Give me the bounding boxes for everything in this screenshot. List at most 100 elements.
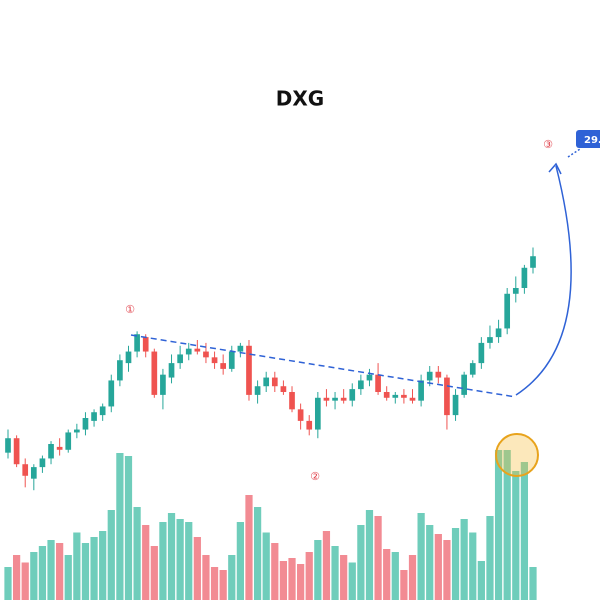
candle-body xyxy=(246,345,252,395)
candle-body xyxy=(220,363,227,369)
volume-bar xyxy=(81,543,90,600)
candle-body xyxy=(358,380,364,390)
volume-bar xyxy=(374,516,382,600)
volume-bar xyxy=(520,462,529,600)
candle-body xyxy=(418,380,424,401)
volume-bar xyxy=(400,570,408,600)
volume-bar xyxy=(185,522,193,600)
volume-bar xyxy=(90,537,98,600)
candle-body xyxy=(521,267,528,288)
volume-bar xyxy=(47,540,55,600)
candle-body xyxy=(254,386,261,395)
volume-bar xyxy=(21,562,29,600)
candle-body xyxy=(297,409,304,421)
volume-bar xyxy=(150,546,158,600)
volume-bar xyxy=(391,552,399,600)
volume-bar xyxy=(460,519,468,600)
volume-bar xyxy=(142,525,150,600)
projection-arc xyxy=(515,165,572,396)
volume-bar xyxy=(503,450,511,600)
volume-bar xyxy=(219,570,227,600)
volume-bar xyxy=(340,555,348,600)
volume-bar xyxy=(73,532,81,600)
volume-bar xyxy=(512,471,520,600)
volume-bar xyxy=(236,522,244,600)
arrow-head xyxy=(548,162,562,175)
candle-body xyxy=(280,386,287,392)
candle-body xyxy=(228,351,235,369)
candle-body xyxy=(13,438,20,465)
candle-body xyxy=(56,446,63,450)
volume-bar xyxy=(4,567,12,600)
volume-bar xyxy=(133,507,141,600)
candle-body xyxy=(375,374,381,392)
annotation: ③ xyxy=(543,138,553,151)
candle-body xyxy=(30,467,37,479)
price-tag-label: 29. xyxy=(584,135,600,146)
volume-bar xyxy=(167,513,176,600)
volume-bar xyxy=(159,522,167,600)
trendline xyxy=(130,334,517,398)
candle-body xyxy=(99,406,106,416)
volume-bar xyxy=(348,562,356,600)
volume-bar xyxy=(262,532,270,600)
candle-body xyxy=(203,351,209,358)
volume-bar xyxy=(322,531,331,600)
candle-body xyxy=(306,420,313,430)
volume-bar xyxy=(426,525,434,600)
candle-body xyxy=(366,374,373,381)
candle-body xyxy=(134,334,140,352)
volume-bar xyxy=(253,507,262,600)
volume-bar xyxy=(477,561,485,600)
volume-bar xyxy=(202,555,210,600)
candle-body xyxy=(426,371,433,381)
candle-body xyxy=(469,363,476,375)
volume-bar xyxy=(245,495,253,600)
candle-body xyxy=(48,444,54,459)
candle-body xyxy=(495,328,502,338)
annotation: ① xyxy=(125,303,135,316)
volume-bar xyxy=(469,532,477,600)
candle-body xyxy=(444,377,450,416)
volume-bar xyxy=(486,516,494,600)
candle-body xyxy=(168,363,175,378)
volume-bar xyxy=(365,510,374,600)
candle-body xyxy=(401,394,407,398)
label-pointer xyxy=(567,148,581,158)
candle-body xyxy=(435,371,442,378)
candle-body xyxy=(263,377,270,387)
candle-body xyxy=(160,374,166,395)
candle-body xyxy=(211,357,218,364)
highlight-circle xyxy=(495,433,539,477)
candle-body xyxy=(22,464,29,476)
candle-body xyxy=(461,374,467,395)
price-layer xyxy=(5,247,536,491)
volume-bar xyxy=(305,552,313,600)
candle-body xyxy=(383,392,390,398)
volume-bar xyxy=(279,561,288,600)
candle-body xyxy=(65,432,72,450)
candle-body xyxy=(39,458,46,468)
candle-body xyxy=(349,389,356,401)
candle-body xyxy=(314,397,321,430)
volume-bar xyxy=(288,558,296,600)
volume-bar xyxy=(56,543,64,600)
candle-body xyxy=(504,293,511,329)
candle-body xyxy=(487,337,493,343)
candle-body xyxy=(340,397,347,401)
volume-bar xyxy=(417,513,425,600)
volume-bar xyxy=(297,564,305,600)
candle-body xyxy=(409,397,416,401)
volume-bar xyxy=(99,531,107,600)
volume-bar xyxy=(494,450,503,600)
volume-bar xyxy=(193,537,201,600)
volume-bar xyxy=(434,534,442,600)
volume-bar xyxy=(408,555,417,600)
volume-bar xyxy=(331,546,339,600)
candle-body xyxy=(82,418,89,430)
chart-title: DXG xyxy=(276,87,324,111)
candle-body xyxy=(392,394,399,398)
volume-bar xyxy=(30,552,38,600)
volume-bar xyxy=(107,510,115,600)
